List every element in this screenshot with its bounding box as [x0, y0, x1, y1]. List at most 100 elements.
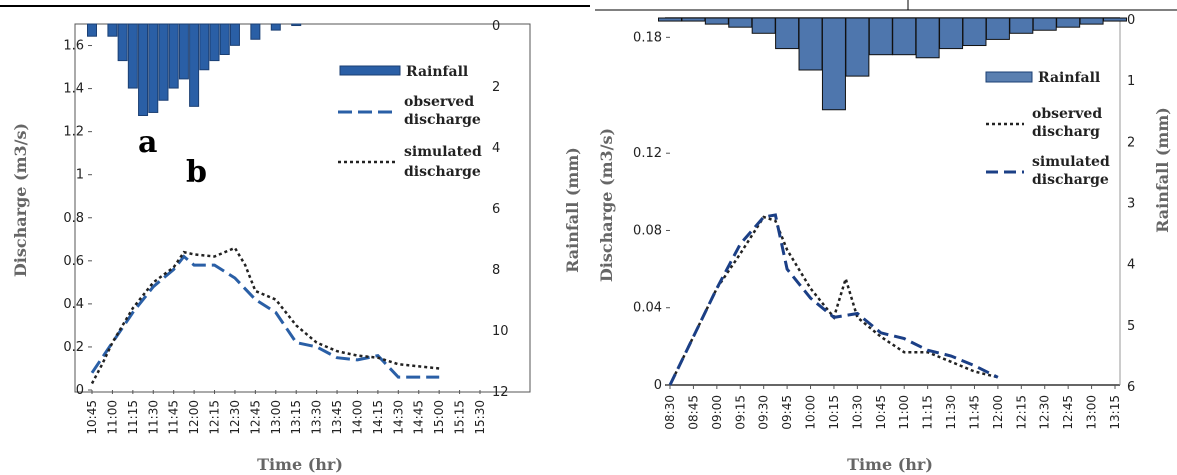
- rainfall-bar: [845, 17, 870, 77]
- discharge-lines-b: [668, 213, 999, 386]
- x-axis-label-a: Time (hr): [257, 455, 343, 474]
- y-tick-label: 1.4: [63, 82, 84, 97]
- y2-tick-label: 12: [492, 385, 509, 400]
- y-tick-label: 0: [654, 378, 662, 393]
- rainfall-bar: [892, 17, 917, 56]
- y2-tick-label: 0: [1127, 13, 1135, 28]
- rainfall-bar: [821, 17, 846, 111]
- legend-simulated-label-1: simulated: [404, 144, 482, 160]
- x-tick-label: 10:15: [827, 395, 841, 430]
- discharge-lines-a: [90, 246, 440, 385]
- rainfall-bar: [728, 17, 753, 28]
- rainfall-bar: [985, 17, 1010, 40]
- x-tick-label: 15:30: [473, 400, 487, 435]
- x-tick-label: 09:00: [710, 395, 724, 430]
- x-tick-label: 11:30: [944, 395, 958, 430]
- y-tick-label: 0.6: [63, 254, 84, 269]
- rainfall-bar: [1103, 17, 1127, 22]
- y-tick-label: 0: [76, 383, 84, 398]
- rainfall-bar: [751, 17, 776, 34]
- y2-ticks-a: 0 2 4 6 8 10 12: [492, 19, 509, 400]
- x-tick-label: 12:00: [187, 400, 201, 435]
- rainfall-bar: [1079, 17, 1104, 25]
- y-tick-label: 0.4: [63, 297, 84, 312]
- y2-tick-label: 2: [1127, 135, 1135, 150]
- legend-b-rainfall-label: Rainfall: [1038, 70, 1100, 86]
- y-axis-label-a: Discharge (m3/s): [11, 123, 30, 277]
- rainfall-bar: [798, 17, 823, 71]
- x-tick-label: 10:30: [850, 395, 864, 430]
- legend-rainfall-label: Rainfall: [406, 64, 468, 80]
- rainfall-bars-a: [87, 23, 302, 116]
- rainfall-bar: [148, 23, 159, 113]
- y-tick-label: 1: [76, 168, 84, 183]
- y2-tick-label: 10: [492, 324, 509, 339]
- x-ticks-a: 10:45 11:00 11:15 11:30 11:45 12:00 12:15 12:30…: [85, 390, 487, 435]
- rainfall-bar: [219, 23, 230, 55]
- rainfall-bar: [158, 23, 169, 101]
- x-tick-label: 13:45: [330, 400, 344, 435]
- x-tick-label: 12:30: [1038, 395, 1052, 430]
- x-tick-label: 12:00: [991, 395, 1005, 430]
- rainfall-bar: [962, 17, 987, 47]
- x-tick-label: 13:00: [1085, 395, 1099, 430]
- rainfall-bar: [178, 23, 189, 80]
- plot-frame-a: [74, 23, 531, 393]
- y2-tick-label: 4: [1127, 258, 1135, 273]
- x-tick-label: 11:45: [967, 395, 981, 430]
- x-tick-label: 12:15: [208, 400, 222, 435]
- rainfall-bars-b: [658, 17, 1127, 111]
- legend-rainfall-swatch: [339, 65, 401, 76]
- rainfall-bar: [291, 23, 302, 27]
- rainfall-bar: [189, 23, 200, 107]
- discharge-line: [668, 213, 999, 386]
- x-tick-label: 11:00: [897, 395, 911, 430]
- rainfall-bar: [87, 23, 97, 37]
- x-tick-label: 09:15: [733, 395, 747, 430]
- y2-tick-label: 3: [1127, 197, 1135, 212]
- x-tick-label: 15:00: [432, 400, 446, 435]
- legend-b-simulated-label-2: discharge: [1032, 172, 1109, 188]
- discharge-line: [90, 254, 440, 379]
- x-tick-label: 11:30: [146, 400, 160, 435]
- rainfall-bar: [209, 23, 220, 62]
- y-tick-label: 0.12: [633, 146, 662, 161]
- y-ticks-a: 0 0.2 0.4 0.6 0.8 1 1.2 1.4 1.6: [63, 39, 92, 398]
- x-tick-label: 10:45: [85, 400, 99, 435]
- y-tick-label: 1.6: [63, 39, 84, 54]
- x-tick-label: 13:15: [289, 400, 303, 435]
- y2-tick-label: 6: [492, 202, 500, 217]
- panel-label-b: b: [186, 155, 207, 190]
- rainfall-bar: [868, 17, 893, 56]
- legend-b-simulated-label-1: simulated: [1032, 154, 1110, 170]
- x-tick-label: 12:15: [1014, 395, 1028, 430]
- rainfall-bar: [168, 23, 179, 89]
- x-tick-label: 08:30: [663, 395, 677, 430]
- rainfall-bar: [199, 23, 210, 71]
- y2-axis-label-a: Rainfall (mm): [563, 147, 582, 273]
- x-tick-label: 14:30: [391, 400, 405, 435]
- y2-tick-label: 6: [1127, 380, 1135, 395]
- legend-b: Rainfall observed discharg simulated dis…: [985, 70, 1110, 188]
- x-ticks-b: 08:30 08:45 09:00 09:15 09:30 09:45 10:00 10:15…: [663, 385, 1122, 430]
- x-tick-label: 13:00: [269, 400, 283, 435]
- rainfall-bar: [1009, 17, 1034, 34]
- rainfall-bar: [117, 23, 128, 62]
- x-tick-label: 11:00: [105, 400, 119, 435]
- rainfall-bar: [127, 23, 138, 89]
- rainfall-bar: [270, 23, 281, 31]
- x-tick-label: 09:30: [757, 395, 771, 430]
- panel-label-a: a: [138, 125, 157, 160]
- legend-b-observed-label-1: observed: [1032, 106, 1102, 122]
- y-ticks-b: 0 0.04 0.08 0.12 0.18: [633, 30, 670, 393]
- chart-b: 0 0.04 0.08 0.12 0.18 0 1 2 3 4 5 6 08:30 08:45 09:0…: [597, 13, 1172, 474]
- rainfall-bar: [229, 23, 240, 46]
- legend-observed-label-1: observed: [404, 94, 474, 110]
- y-tick-label: 0.08: [633, 223, 662, 238]
- y2-tick-label: 8: [492, 263, 500, 278]
- x-tick-label: 13:30: [310, 400, 324, 435]
- x-tick-label: 10:45: [874, 395, 888, 430]
- y2-tick-label: 0: [492, 19, 500, 34]
